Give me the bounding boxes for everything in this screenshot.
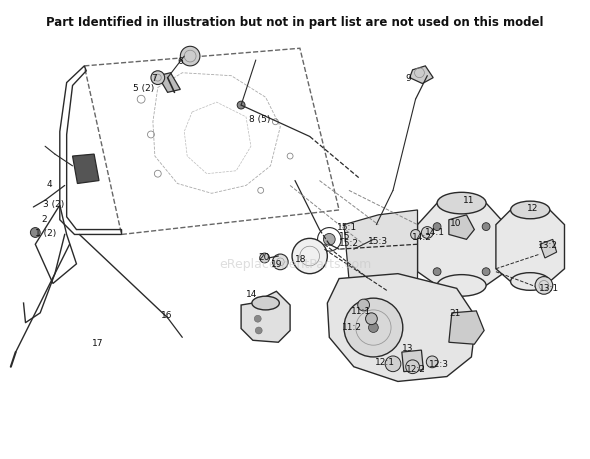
Text: 11: 11 [463,195,474,204]
Ellipse shape [437,275,486,297]
Circle shape [254,316,261,323]
Text: 15:2: 15:2 [339,238,359,247]
Polygon shape [540,240,556,258]
Circle shape [181,47,200,67]
Text: 12: 12 [527,203,539,212]
Circle shape [385,356,401,372]
Circle shape [411,230,421,240]
Text: 18: 18 [295,255,306,264]
Polygon shape [449,215,474,240]
Circle shape [433,268,441,276]
Text: 15: 15 [339,231,350,241]
Circle shape [273,254,288,270]
Text: Part Identified in illustration but not in part list are not used on this model: Part Identified in illustration but not … [46,16,544,29]
Text: 13: 13 [402,343,414,352]
Text: 12:3: 12:3 [430,359,449,369]
Circle shape [366,313,378,325]
Text: eReplacementParts.com: eReplacementParts.com [219,258,371,271]
Text: 15:1: 15:1 [337,223,358,232]
Circle shape [260,253,270,263]
Circle shape [31,228,40,238]
Circle shape [344,298,403,357]
Text: 13:1: 13:1 [539,283,559,292]
Text: 14: 14 [246,289,257,298]
Polygon shape [409,67,433,84]
Text: 10: 10 [450,219,461,228]
Circle shape [358,299,369,311]
Circle shape [323,234,335,246]
Text: 16: 16 [160,311,172,319]
Text: 21: 21 [449,309,460,318]
Circle shape [255,327,262,334]
Text: 4: 4 [47,179,53,189]
Text: 13:2: 13:2 [538,240,558,249]
Polygon shape [241,291,290,342]
Polygon shape [73,155,99,184]
Polygon shape [344,211,418,291]
Text: 20: 20 [259,252,270,261]
Text: 17: 17 [92,338,104,347]
Circle shape [482,268,490,276]
Text: 12:2: 12:2 [406,364,425,374]
Ellipse shape [252,297,279,310]
Ellipse shape [437,193,486,214]
Text: 8 (5): 8 (5) [249,115,270,124]
Text: 2: 2 [41,215,47,224]
Polygon shape [449,311,484,344]
Ellipse shape [510,202,550,219]
Circle shape [406,360,419,374]
Text: 14:2: 14:2 [412,232,431,241]
Circle shape [292,239,327,274]
Text: 5 (2): 5 (2) [133,84,155,93]
Text: 6: 6 [178,57,183,67]
Circle shape [433,223,441,231]
Polygon shape [327,274,476,381]
Text: 19: 19 [270,260,282,269]
Text: 11:1: 11:1 [351,307,371,316]
Text: 14:1: 14:1 [425,228,445,236]
Circle shape [369,323,378,333]
Circle shape [535,277,553,295]
Text: 15:3: 15:3 [368,236,388,245]
Text: 12:1: 12:1 [375,358,395,367]
Ellipse shape [510,273,550,291]
Circle shape [151,72,165,85]
Text: 9: 9 [406,74,411,83]
Text: 11:2: 11:2 [342,322,362,331]
Circle shape [427,356,438,368]
Text: 3 (2): 3 (2) [43,199,64,208]
Circle shape [482,223,490,231]
Polygon shape [158,73,181,93]
Text: 7: 7 [151,74,157,83]
Circle shape [421,227,433,239]
Polygon shape [496,211,565,282]
Polygon shape [402,350,424,372]
Polygon shape [418,204,506,286]
Text: 1 (2): 1 (2) [35,229,57,237]
Circle shape [237,102,245,110]
